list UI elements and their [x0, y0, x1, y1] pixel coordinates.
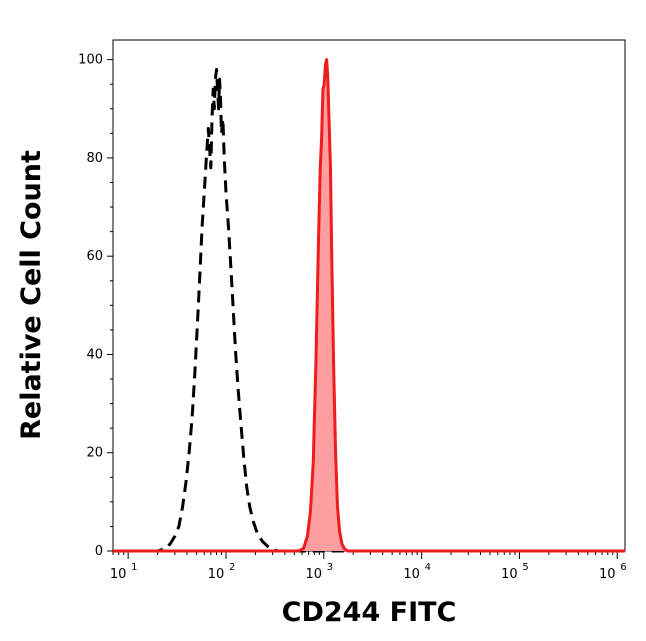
y-axis-title: Relative Cell Count [16, 150, 47, 440]
y-tick-label: 0 [95, 544, 103, 559]
x-tick-label-exponent: 3 [327, 562, 333, 573]
x-tick-label-exponent: 4 [425, 562, 431, 573]
series-layer [113, 58, 625, 553]
series-line-1 [113, 58, 625, 553]
y-tick-label: 60 [86, 249, 103, 264]
x-tick-label-exponent: 1 [131, 562, 137, 573]
y-tick-label: 80 [86, 151, 103, 166]
x-tick-label-base: 10 [501, 567, 518, 582]
x-tick-label-base: 10 [208, 567, 225, 582]
series-area-1 [113, 59, 625, 552]
series-line-0 [113, 67, 625, 553]
x-tick-label-base: 10 [110, 567, 127, 582]
plot-frame [112, 39, 626, 552]
x-axis-title: CD244 FITC [282, 597, 457, 628]
x-tick-label-base: 10 [403, 567, 420, 582]
x-tick-label-exponent: 6 [620, 562, 626, 573]
x-tick-label-base: 10 [599, 567, 616, 582]
y-tick-label: 40 [86, 347, 103, 362]
x-tick-label-exponent: 2 [229, 562, 235, 573]
tick-layer: 0 20 40 60 80 100 10 1 10 2 10 3 10 4 10 5 10 6 [78, 53, 626, 582]
x-tick-label-base: 10 [306, 567, 323, 582]
x-tick-label-exponent: 5 [522, 562, 528, 573]
y-tick-label: 100 [78, 53, 103, 68]
y-tick-label: 20 [86, 446, 103, 461]
